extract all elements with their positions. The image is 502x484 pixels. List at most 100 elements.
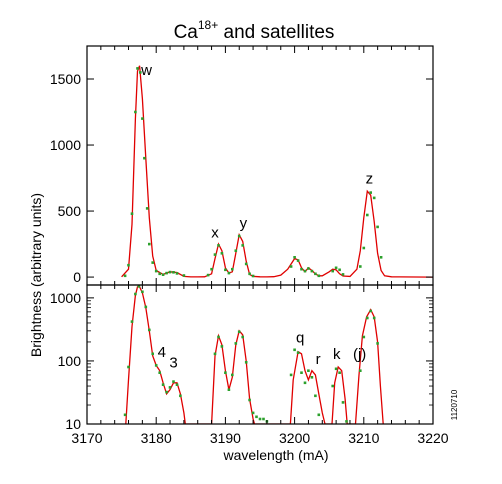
bottom-data-point [241,335,244,339]
x-tick-label: 3170 [71,430,102,446]
bottom-data-point [338,371,341,374]
bottom-data-point [151,352,154,356]
bottom-data-point [345,420,348,423]
top-data-point [366,213,369,217]
x-tick-label: 3210 [348,430,379,446]
bottom-data-point [179,394,182,398]
peak-label: y [240,215,248,232]
peak-label: q [296,330,304,347]
top-data-point [334,266,338,270]
peak-label: x [211,224,219,241]
top-data-point [289,265,293,268]
top-data-point [310,269,314,273]
bottom-panel-frame [86,284,434,425]
bottom-data-point [141,290,144,294]
top-data-point [213,253,217,256]
bottom-data-point [307,369,310,372]
top-data-point [168,270,172,274]
top-y-tick-label: 1500 [50,71,81,87]
top-data-point [130,212,134,215]
x-axis-label: wavelength (mA) [222,447,328,463]
top-data-point [220,252,224,255]
top-data-point [136,67,139,70]
top-data-point [123,274,127,278]
peak-label: 3 [169,355,177,372]
top-data-point [296,259,300,262]
top-data-point [234,249,238,252]
top-panel-frame [86,45,434,286]
top-data-point [244,262,248,266]
top-data-point [331,269,334,273]
bottom-y-tick-label: 1000 [50,290,81,306]
bottom-data-point [137,285,141,288]
peak-label: (j) [353,346,366,363]
x-tick-label: 3190 [210,430,241,446]
x-tick-label: 3200 [279,430,310,446]
bottom-data-point [331,384,334,388]
bottom-data-point [258,417,262,421]
top-data-point [206,273,210,277]
x-tick-label: 3180 [141,430,172,446]
bottom-data-point [366,316,369,320]
top-data-point [175,272,179,275]
top-data-point [251,274,255,278]
top-data-point [369,191,372,194]
top-data-point [376,225,379,229]
top-data-point [314,272,317,276]
peak-label: k [333,346,341,363]
bottom-y-tick-label: 100 [58,353,82,369]
top-panel: 0 500 1000 1500 w x y z [50,46,434,285]
bottom-data-point [310,376,314,379]
top-data-point [154,269,158,273]
peak-label: r [316,351,321,368]
top-data-point [148,242,151,246]
bottom-data-point [127,365,130,369]
x-tick-label: 3220 [417,430,448,446]
peak-label: z [366,170,374,187]
bottom-data-point [300,371,303,374]
top-data-point [372,196,376,200]
top-data-point [293,256,296,259]
bottom-data-point [144,305,148,309]
bottom-data-point [289,373,293,377]
bottom-data-point [296,351,300,354]
peak-label: w [140,62,152,79]
bottom-data-point [217,335,220,339]
bottom-data-point [213,352,217,356]
bottom-data-point [362,335,366,339]
bottom-data-point [175,383,179,386]
top-data-point [224,268,227,272]
top-data-point [161,273,165,276]
bottom-y-tick-label: 10 [65,416,81,432]
top-data-point [141,117,144,120]
bottom-data-point [161,383,165,386]
bottom-data-point [154,364,158,367]
bottom-data-point [231,373,234,377]
top-data-point [139,71,142,74]
top-data-point [307,267,310,270]
bottom-data-point [227,388,231,391]
bottom-data-point [369,309,372,313]
bottom-data-point [251,411,255,415]
bottom-fit-line [125,286,384,424]
bottom-data-point [234,342,238,345]
bottom-data-point [172,380,175,383]
top-data-point [303,269,307,273]
bottom-data-point [293,348,296,352]
top-data-point [300,267,303,271]
bottom-data-point [262,417,265,421]
bottom-data-point [376,342,379,345]
bottom-data-point [303,381,307,385]
top-data-point [151,261,154,264]
top-data-point [143,156,146,160]
top-data-point [231,267,234,271]
top-data-point [338,268,341,272]
bottom-data-point [372,316,376,320]
bottom-data-point [123,413,127,417]
top-data-point [145,207,149,210]
bottom-data-point [341,401,345,404]
top-data-point [172,271,175,274]
bottom-data-point [220,345,224,348]
top-data-point [134,110,137,114]
